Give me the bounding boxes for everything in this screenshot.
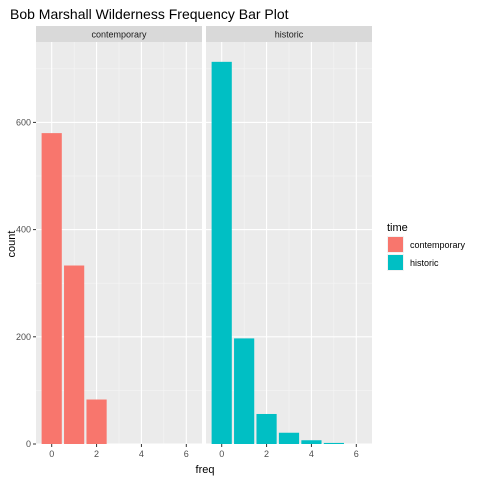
bar-contemporary-1 (64, 265, 85, 444)
y-tick-label: 400 (16, 225, 31, 235)
panel-historic: historic 0 2 4 6 (206, 26, 372, 459)
bar-contemporary-0 (41, 133, 62, 444)
x-tick-label: 4 (309, 449, 314, 459)
bar-historic-3 (278, 432, 300, 444)
panel-strip-label: historic (275, 30, 304, 40)
legend-key-historic (388, 255, 403, 270)
legend-title: time (387, 222, 408, 234)
x-tick-label: 2 (94, 449, 99, 459)
bar-historic-4 (301, 440, 322, 444)
panel-contemporary: contemporary 0 2 4 6 0 200 400 600 (16, 26, 202, 459)
x-tick-label: 4 (139, 449, 144, 459)
panel-strip-label: contemporary (91, 30, 147, 40)
x-tick-label: 0 (49, 449, 54, 459)
x-tick-label: 6 (184, 449, 189, 459)
bar-historic-2 (256, 413, 277, 444)
legend: time contemporary historic (387, 222, 466, 271)
y-axis-title: count (6, 231, 18, 258)
x-tick-label: 2 (264, 449, 269, 459)
bar-historic-5 (323, 442, 344, 444)
bar-historic-0 (211, 61, 232, 444)
y-tick-label: 0 (26, 439, 31, 449)
panel-strip (36, 26, 202, 42)
x-tick-label: 0 (219, 449, 224, 459)
y-tick-label: 600 (16, 117, 31, 127)
y-tick-label: 200 (16, 332, 31, 342)
chart-title: Bob Marshall Wilderness Frequency Bar Pl… (10, 6, 289, 22)
bar-historic-1 (234, 338, 255, 444)
legend-label-historic: historic (410, 258, 439, 268)
x-axis-title: freq (196, 464, 215, 476)
x-tick-label: 6 (354, 449, 359, 459)
panels: contemporary 0 2 4 6 0 200 400 600 historic 0 2 4 6 (16, 26, 372, 459)
legend-label-contemporary: contemporary (410, 240, 466, 250)
panel-strip (206, 26, 372, 42)
bar-contemporary-2 (86, 399, 107, 444)
legend-key-contemporary (388, 237, 403, 252)
